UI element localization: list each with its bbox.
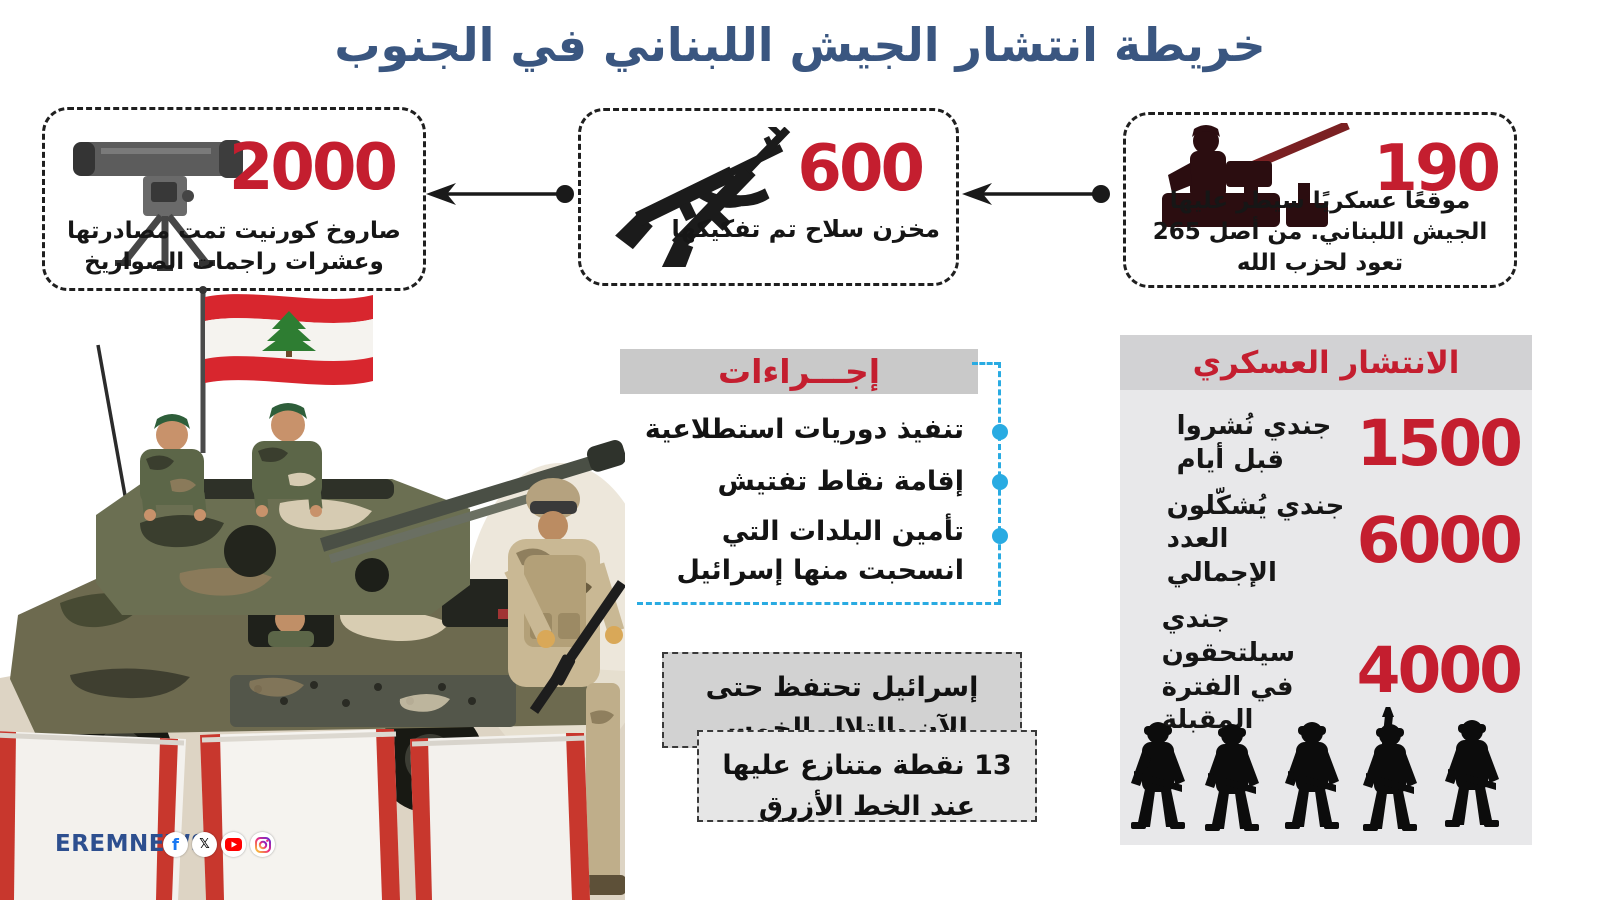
note-text: متنازع عليها عند الخط الأزرق: [722, 750, 976, 822]
kornet-missile-launcher-icon: [73, 140, 243, 271]
procedure-item: تأمين البلدات التي انسحبت منها إسرائيل: [676, 516, 964, 587]
army-photo-scene: [0, 286, 625, 900]
armored-vehicle-hull: [10, 579, 588, 735]
deployment-stat-row: 6000 جندي يُشكّلون العدد الإجمالي: [1120, 484, 1532, 597]
stat-label: جندي سيلتحقون في الفترة المقبلة: [1161, 603, 1296, 736]
instagram-icon[interactable]: [250, 832, 275, 857]
stat-value: 1500: [1356, 407, 1523, 481]
deployment-stat-row: 1500 جندي نُشروا قبل أيام: [1120, 404, 1532, 484]
soldier-machine-gun-icon: [1162, 123, 1350, 227]
bullet-dot-icon: [992, 528, 1008, 544]
stat-value: 190: [1373, 132, 1501, 206]
lebanon-flag-icon: [199, 286, 373, 453]
deployment-stat-row: 4000 جندي سيلتحقون في الفترة المقبلة: [1120, 597, 1532, 744]
barrier-right: [410, 733, 590, 900]
procedures-header: إجـــراءات: [620, 349, 978, 394]
stat-label: جندي يُشكّلون العدد الإجمالي: [1166, 490, 1345, 589]
stat-value: 2000: [228, 131, 398, 205]
turret-soldier-center: [252, 403, 323, 517]
antenna: [96, 344, 128, 502]
arrow-right-to-left-icon: [426, 183, 574, 205]
connector-dashed-line: [637, 602, 1000, 605]
stat-value: 4000: [1356, 634, 1523, 708]
stat-label: جندي نُشروا قبل أيام: [1176, 411, 1332, 475]
bullet-dot-icon: [992, 474, 1008, 490]
note-bold-text: 13 نقطة: [892, 750, 1012, 781]
stat-box-sites: 190 موقعًا عسكريًا سيطر عليها الجيش اللب…: [1123, 112, 1517, 288]
stat-label: موقعًا عسكريًا سيطر عليها الجيش اللبناني…: [1152, 187, 1488, 276]
procedure-item: إقامة نقاط تفتيش: [717, 466, 965, 497]
concrete-barriers: [0, 729, 590, 900]
bullet-dot-icon: [992, 424, 1008, 440]
stat-value: 6000: [1356, 503, 1523, 577]
connector-dashed-line: [972, 362, 1000, 365]
stat-box-kornet: 2000 صاروخ كورنيت تمت مصادرتها وعشرات را…: [42, 107, 426, 291]
barrier-left: [0, 731, 186, 900]
x-twitter-icon[interactable]: 𝕏: [192, 832, 217, 857]
stat-label: صاروخ كورنيت تمت مصادرتها وعشرات راجمات …: [67, 217, 401, 275]
gun-barrel: [319, 440, 625, 592]
standing-soldier: [504, 478, 625, 895]
stat-box-weapons: 600 مخزن سلاح تم تفكيكها: [578, 108, 959, 286]
page-title: خريطة انتشار الجيش اللبناني في الجنوب: [334, 18, 1266, 72]
note-disputed-points: 13 نقطة متنازع عليها عند الخط الأزرق: [697, 730, 1037, 822]
stat-value: 600: [797, 132, 925, 206]
military-deployment-panel: الانتشار العسكري 1500 جندي نُشروا قبل أي…: [1120, 335, 1532, 845]
social-icons: f 𝕏: [163, 832, 275, 857]
soldier-silhouettes-icon: [1131, 707, 1499, 831]
barrier-middle: [200, 729, 400, 900]
turret-soldier-left: [140, 414, 207, 521]
deployment-header: الانتشار العسكري: [1120, 335, 1532, 390]
youtube-icon[interactable]: [221, 832, 246, 857]
cedar-tree-icon: [262, 311, 316, 357]
arrow-right-to-left-icon: [962, 183, 1110, 205]
stat-label: مخزن سلاح تم تفكيكها: [671, 215, 940, 243]
procedure-item: تنفيذ دوريات استطلاعية: [644, 414, 964, 445]
crossed-rifles-icon: [615, 127, 791, 267]
facebook-icon[interactable]: f: [163, 832, 188, 857]
note-bold-text: إسرائيل: [871, 672, 979, 703]
